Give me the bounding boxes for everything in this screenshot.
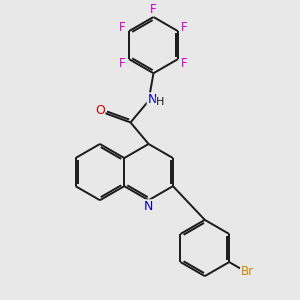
Text: F: F — [181, 57, 188, 70]
Text: F: F — [150, 3, 157, 16]
Text: O: O — [95, 103, 105, 116]
Text: N: N — [144, 200, 153, 213]
Text: F: F — [119, 57, 126, 70]
Text: H: H — [156, 97, 165, 107]
Text: F: F — [181, 21, 188, 34]
Text: Br: Br — [241, 265, 254, 278]
Text: F: F — [119, 21, 126, 34]
Text: N: N — [147, 93, 157, 106]
